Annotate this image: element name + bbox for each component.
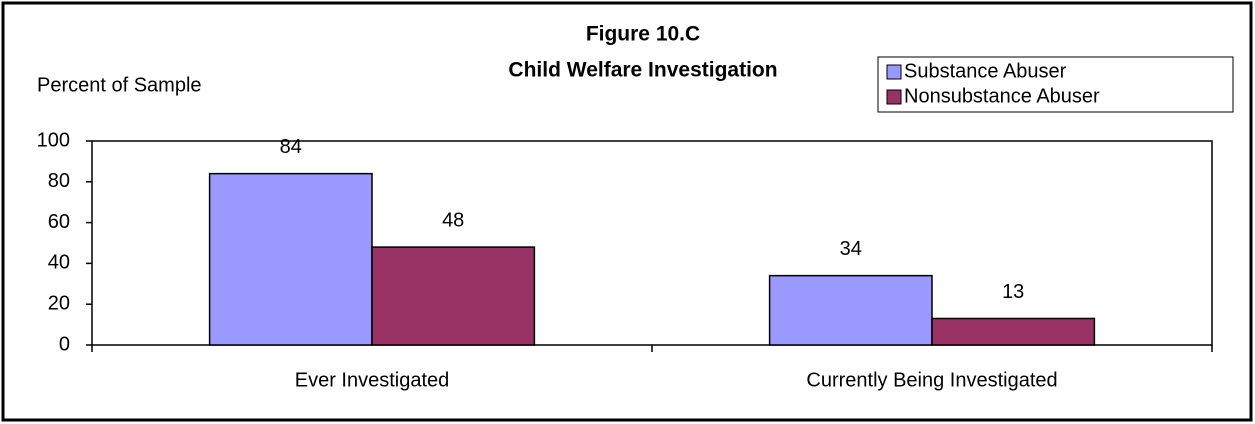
x-tick-label: Currently Being Investigated <box>806 369 1057 391</box>
y-axis-label: Percent of Sample <box>37 74 202 96</box>
y-tick-label: 20 <box>48 292 70 314</box>
legend-box <box>877 56 1234 113</box>
y-tick-label: 40 <box>48 252 70 274</box>
bar <box>371 246 536 346</box>
bar <box>208 172 373 346</box>
y-tick-label: 60 <box>48 211 70 233</box>
data-label: 48 <box>442 209 464 231</box>
legend-label: Substance Abuser <box>904 60 1067 82</box>
data-label: 84 <box>280 136 302 158</box>
y-tick-label: 100 <box>37 129 70 151</box>
chart-title: Figure 10.C <box>586 23 700 46</box>
legend-label: Nonsubstance Abuser <box>904 85 1100 107</box>
y-tick-label: 0 <box>59 333 70 355</box>
chart-subtitle: Child Welfare Investigation <box>508 59 777 82</box>
legend-swatch <box>886 89 902 105</box>
legend-swatch <box>886 64 902 80</box>
bar <box>768 274 933 346</box>
x-tick-label: Ever Investigated <box>295 369 450 391</box>
data-label: 34 <box>840 238 862 260</box>
data-label: 13 <box>1002 281 1024 303</box>
y-tick-label: 80 <box>48 170 70 192</box>
bar <box>931 317 1096 346</box>
